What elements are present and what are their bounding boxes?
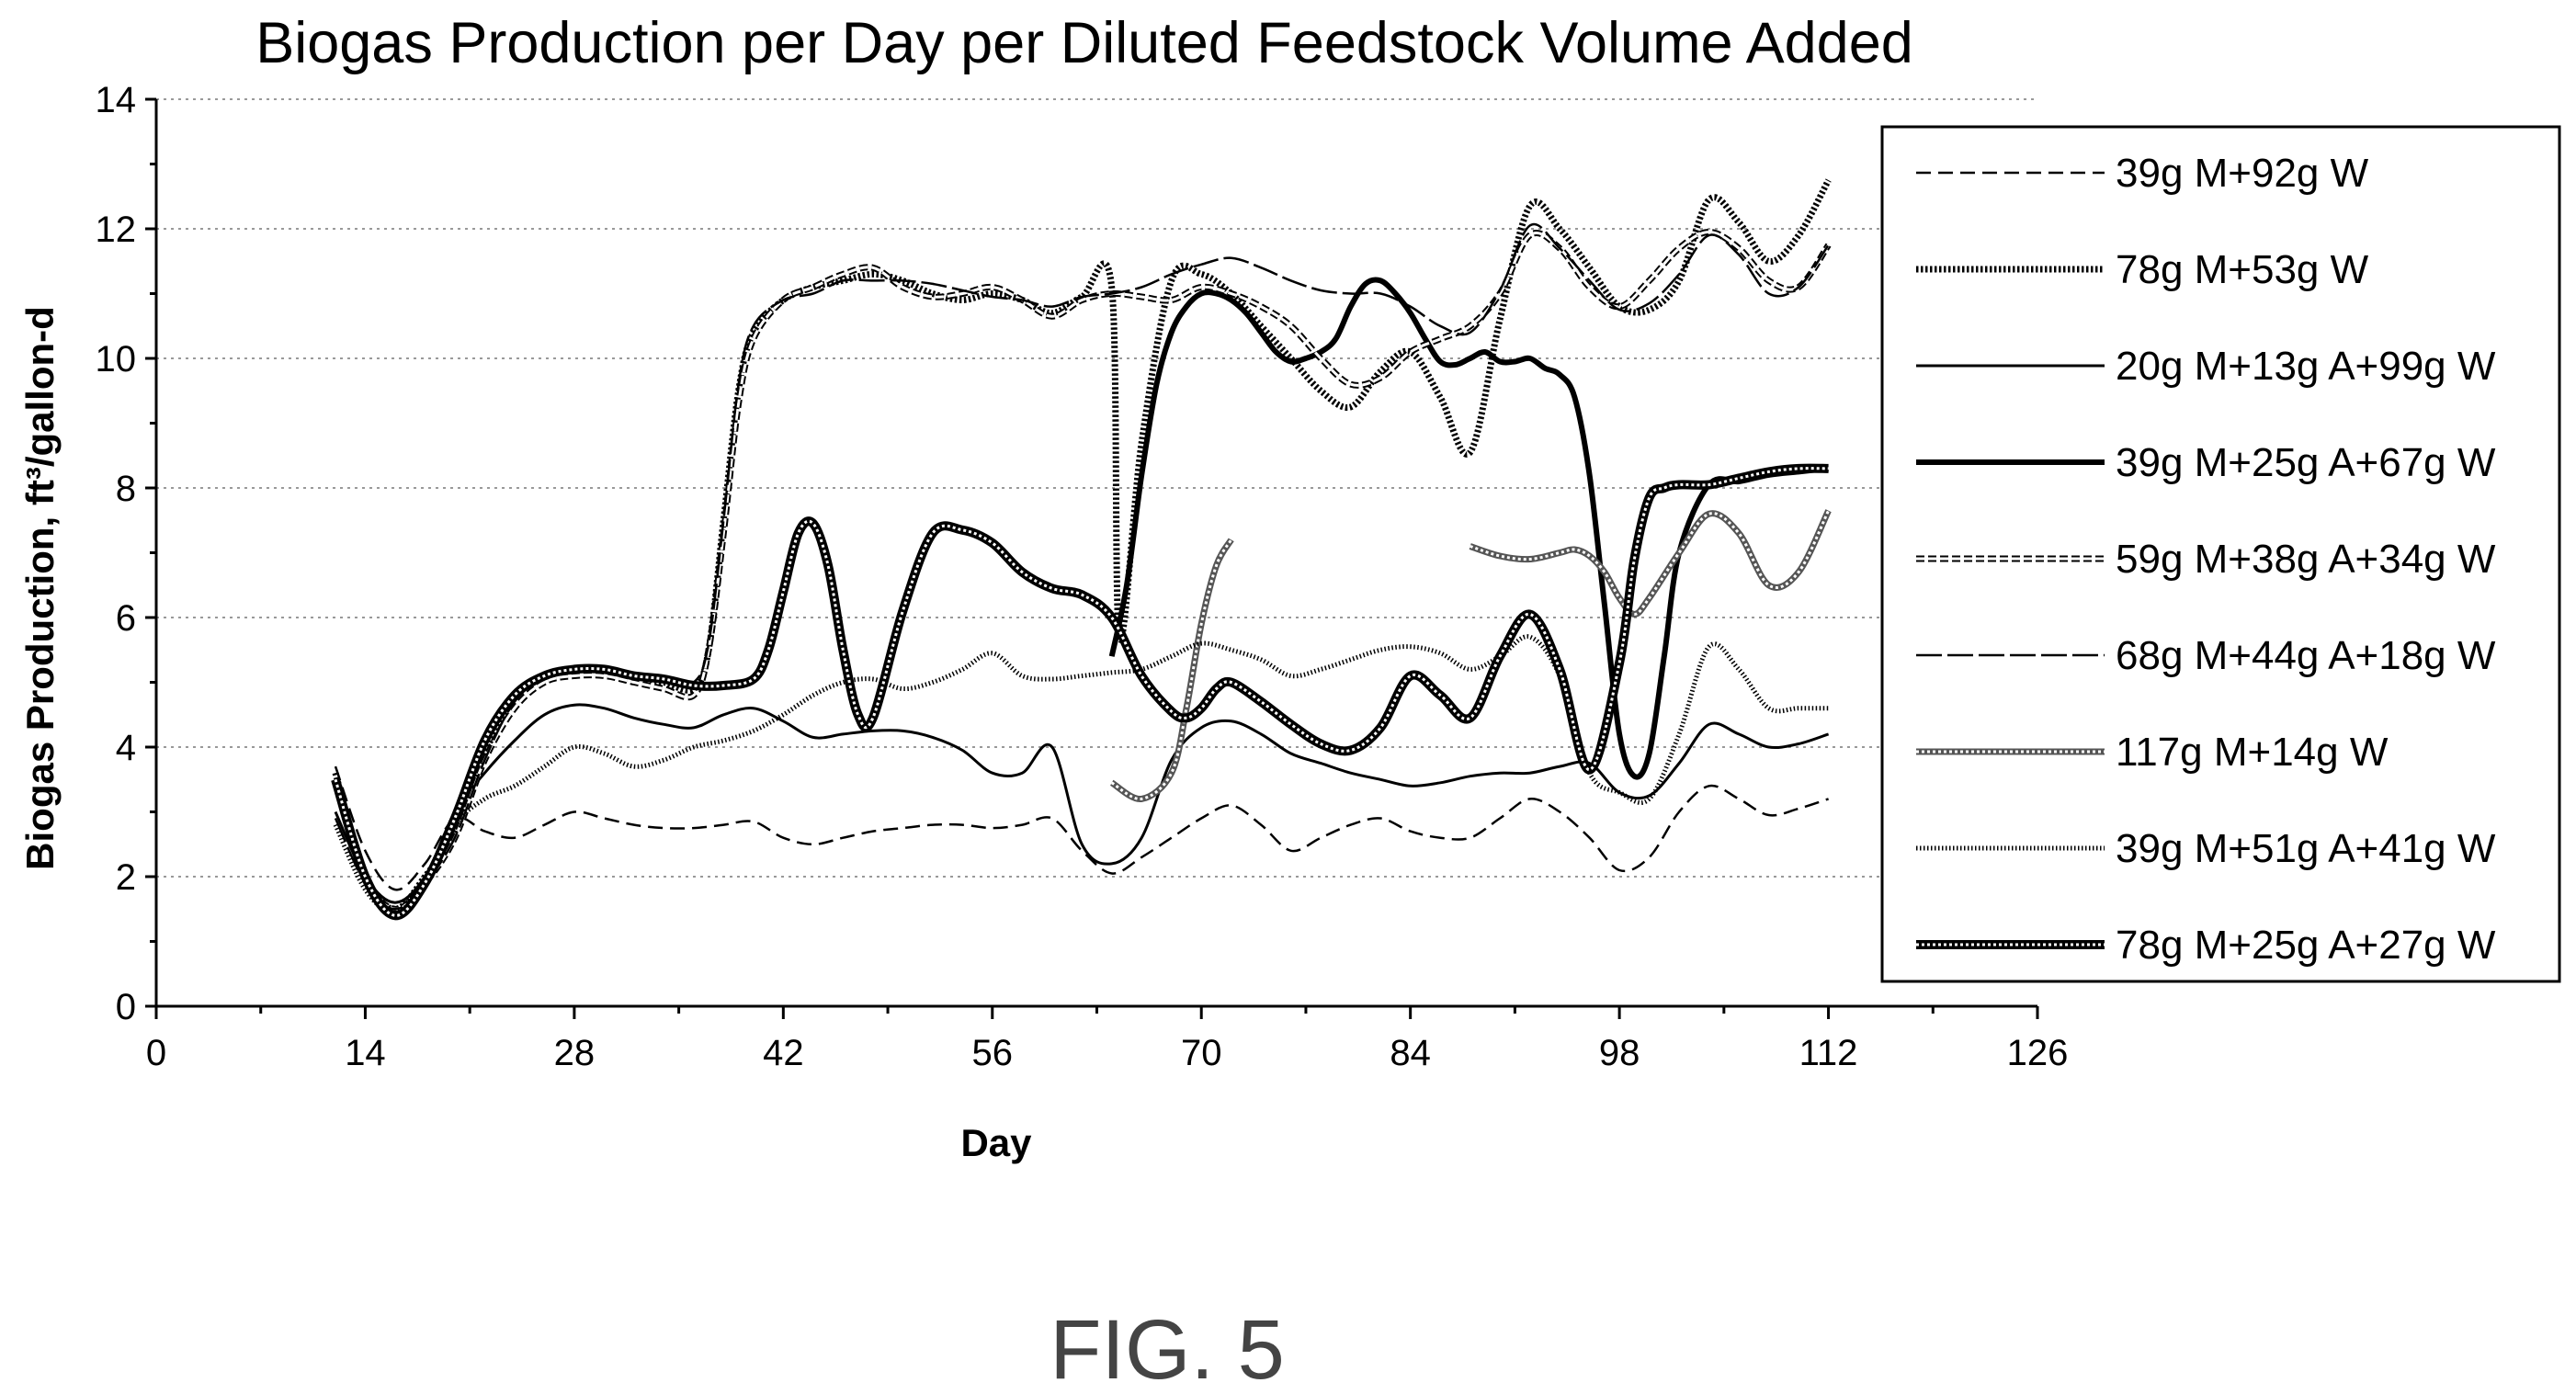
legend-item: 78g M+25g A+27g W [1916,923,2496,968]
series-7-path [1110,538,1233,800]
y-tick-label: 14 [96,80,137,120]
series-8-line [333,634,1829,915]
legend-item: 39g M+51g A+41g W [1916,826,2496,871]
series-3-line [334,703,1830,904]
x-tick-label: 28 [554,1033,596,1073]
x-tick-label: 112 [1799,1033,1858,1073]
x-tick-label: 0 [146,1033,166,1073]
series-9-path [331,463,1829,921]
x-tick-label: 70 [1181,1033,1222,1073]
y-tick-label: 2 [116,857,136,898]
legend-label: 78g M+25g A+27g W [2116,923,2496,968]
legend-item: 20g M+13g A+99g W [1916,344,2496,389]
series-2-line [332,178,1832,912]
y-tick-label: 0 [116,987,136,1027]
series-7-path [1470,510,1830,616]
y-tick-label: 12 [96,210,137,250]
legend-label: 39g M+92g W [2116,151,2369,196]
legend-item: 117g M+14g W [1916,730,2389,775]
series-4-line [1108,277,1829,780]
series-7-line [1109,509,1832,802]
legend-item: 68g M+44g A+18g W [1916,633,2496,678]
grid-lines [156,98,2037,878]
x-tick-label: 98 [1599,1033,1640,1073]
y-tick-label: 10 [96,339,137,380]
series-6-line [334,222,1830,911]
legend-label: 39g M+25g A+67g W [2116,440,2496,485]
legend-item: 39g M+25g A+67g W [1916,440,2496,485]
series-3-path [334,703,1830,904]
legend-label: 59g M+38g A+34g W [2116,537,2496,582]
legend: 39g M+92g W 78g M+53g W 20g M+13g A+99g W 3… [1880,125,2561,983]
series-4-path [1108,277,1829,780]
series-9-path [334,467,1829,917]
series-2-path [332,178,1832,912]
legend-item: 78g M+53g W [1916,247,2369,292]
legend-label: 78g M+53g W [2116,247,2369,292]
legend-item: 39g M+92g W [1916,151,2369,196]
series-lines [331,178,1832,921]
legend-item: 59g M+38g A+34g W [1916,537,2496,582]
series-1-line [334,765,1829,891]
axes [145,97,2039,1019]
y-tick-label: 4 [116,728,136,768]
legend-label: 117g M+14g W [2116,730,2389,775]
y-tick-label: 6 [116,598,136,639]
x-tick-label: 84 [1390,1033,1431,1073]
series-8-path [333,634,1829,915]
y-tick-label: 8 [116,469,136,509]
x-tick-label: 42 [763,1033,804,1073]
legend-label: 39g M+51g A+41g W [2116,826,2496,871]
series-6-path [334,222,1830,911]
legend-label: 68g M+44g A+18g W [2116,633,2496,678]
x-axis-title: Day [960,1121,1032,1164]
legend-label: 20g M+13g A+99g W [2116,344,2496,389]
x-tick-labels: 0 14 28 42 56 70 84 98 112 126 [146,1033,2069,1073]
y-tick-labels: 0 2 4 6 8 10 12 14 [96,80,137,1027]
series-9-line [331,463,1829,921]
series-1-path [334,765,1829,891]
figure-label: FIG. 5 [1050,1303,1285,1394]
chart-title: Biogas Production per Day per Diluted Fe… [255,11,1913,75]
y-axis-title: Biogas Production, ft³/gallon-d [18,306,62,870]
x-tick-label: 14 [345,1033,386,1073]
x-tick-label: 56 [972,1033,1014,1073]
x-tick-label: 126 [2007,1033,2069,1073]
